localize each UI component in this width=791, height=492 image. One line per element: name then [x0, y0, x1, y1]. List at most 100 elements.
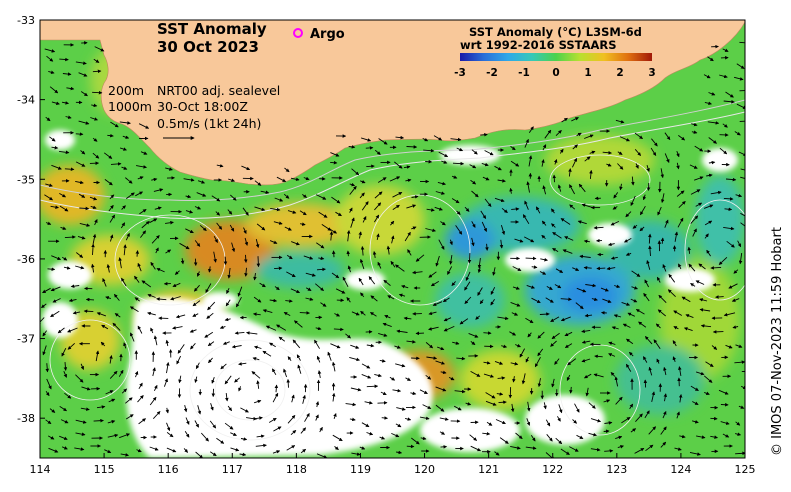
- current-vector-arrow-icon: [569, 386, 573, 394]
- current-vector-arrow-icon: [256, 434, 265, 439]
- current-vector-arrow-icon: [165, 220, 174, 225]
- current-vector-arrow-icon: [315, 326, 322, 331]
- current-vector-arrow-icon: [692, 401, 699, 405]
- current-vector-arrow-icon: [377, 401, 388, 405]
- current-vector-arrow-icon: [578, 183, 586, 193]
- current-vector-arrow-icon: [138, 418, 146, 425]
- current-vector-arrow-icon: [638, 321, 647, 328]
- current-vector-arrow-icon: [678, 263, 682, 270]
- current-vector-arrow-icon: [404, 231, 411, 242]
- current-vector-arrow-icon: [80, 363, 84, 370]
- current-vector-arrow-icon: [376, 233, 380, 241]
- current-vector-arrow-icon: [583, 373, 592, 379]
- current-vector-arrow-icon: [403, 316, 412, 321]
- current-vector-arrow-icon: [63, 371, 67, 378]
- current-vector-arrow-icon: [439, 417, 449, 421]
- current-vector-arrow-icon: [695, 280, 705, 285]
- current-vector-arrow-icon: [299, 311, 310, 315]
- current-vector-arrow-icon: [229, 224, 235, 232]
- colorbar-tick-label: 2: [616, 67, 623, 79]
- current-vector-arrow-icon: [723, 197, 734, 201]
- current-vector-arrow-icon: [42, 287, 51, 294]
- current-vector-arrow-icon: [412, 270, 423, 275]
- current-vector-arrow-icon: [360, 246, 365, 256]
- current-vector-arrow-icon: [224, 375, 232, 385]
- current-vectors: [40, 40, 745, 458]
- current-vector-arrow-icon: [583, 239, 590, 244]
- current-vector-arrow-icon: [90, 263, 95, 273]
- current-vector-arrow-icon: [240, 437, 248, 441]
- current-vector-arrow-icon: [544, 129, 552, 139]
- current-vector-arrow-icon: [205, 283, 212, 294]
- current-vector-arrow-icon: [228, 178, 235, 182]
- current-vector-arrow-icon: [209, 420, 217, 429]
- current-vector-arrow-icon: [690, 283, 696, 287]
- current-vector-arrow-icon: [265, 325, 277, 331]
- current-vector-arrow-icon: [621, 301, 631, 306]
- current-vector-arrow-icon: [80, 150, 86, 155]
- current-vector-arrow-icon: [734, 432, 742, 436]
- current-vector-arrow-icon: [254, 180, 262, 186]
- current-vector-arrow-icon: [316, 242, 325, 249]
- current-vector-arrow-icon: [608, 242, 615, 247]
- current-vector-arrow-icon: [561, 117, 568, 123]
- current-vector-arrow-icon: [349, 207, 353, 213]
- current-vector-arrow-icon: [465, 402, 472, 406]
- x-tick-label: 122: [542, 463, 563, 476]
- current-vector-arrow-icon: [220, 363, 227, 370]
- current-vector-arrow-icon: [541, 234, 546, 240]
- current-vector-arrow-icon: [92, 69, 102, 74]
- current-vector-arrow-icon: [406, 145, 418, 149]
- current-vector-arrow-icon: [719, 74, 728, 79]
- current-vector-arrow-icon: [708, 92, 716, 96]
- current-vector-arrow-icon: [555, 268, 564, 273]
- current-vector-arrow-icon: [174, 270, 180, 275]
- current-vector-arrow-icon: [349, 417, 356, 422]
- current-vector-arrow-icon: [656, 358, 660, 364]
- current-vector-arrow-icon: [251, 371, 261, 379]
- current-vector-arrow-icon: [593, 373, 604, 378]
- current-vector-arrow-icon: [153, 384, 158, 391]
- current-vector-arrow-icon: [406, 204, 417, 209]
- current-vector-arrow-icon: [360, 137, 372, 142]
- current-vector-arrow-icon: [316, 453, 328, 458]
- current-vector-arrow-icon: [551, 378, 555, 388]
- current-vector-arrow-icon: [676, 190, 685, 197]
- current-vector-arrow-icon: [299, 210, 307, 216]
- current-vector-arrow-icon: [327, 351, 332, 361]
- current-vector-arrow-icon: [589, 150, 596, 155]
- current-vector-arrow-icon: [449, 255, 453, 265]
- current-vector-arrow-icon: [524, 138, 529, 148]
- current-vector-arrow-icon: [732, 325, 739, 329]
- current-vector-arrow-icon: [442, 297, 450, 303]
- current-vector-arrow-icon: [315, 283, 324, 291]
- current-vector-arrow-icon: [274, 266, 283, 271]
- credit-text: © IMOS 07-Nov-2023 11:59 Hobart: [770, 227, 785, 456]
- current-vector-arrow-icon: [108, 204, 114, 212]
- current-vector-arrow-icon: [241, 165, 251, 171]
- current-vector-arrow-icon: [177, 344, 185, 354]
- current-vector-arrow-icon: [91, 243, 95, 256]
- current-vector-arrow-icon: [96, 405, 106, 409]
- current-vector-arrow-icon: [440, 370, 447, 375]
- current-vector-arrow-icon: [435, 404, 445, 412]
- current-vector-arrow-icon: [600, 287, 609, 292]
- current-vector-arrow-icon: [557, 184, 562, 192]
- current-vector-arrow-icon: [260, 190, 270, 195]
- current-vector-arrow-icon: [681, 296, 691, 303]
- current-vector-arrow-icon: [351, 311, 360, 316]
- current-vector-arrow-icon: [572, 267, 580, 271]
- current-vector-arrow-icon: [364, 400, 373, 405]
- current-vector-arrow-icon: [120, 453, 129, 457]
- current-vector-arrow-icon: [494, 165, 502, 171]
- current-vector-arrow-icon: [315, 414, 319, 421]
- current-vector-arrow-icon: [114, 293, 120, 301]
- current-vector-arrow-icon: [581, 329, 591, 334]
- current-vector-arrow-icon: [394, 161, 403, 169]
- current-vector-arrow-icon: [125, 177, 133, 184]
- current-vector-arrow-icon: [361, 201, 369, 211]
- current-vector-arrow-icon: [710, 435, 718, 439]
- current-vector-arrow-icon: [147, 311, 156, 316]
- current-vector-arrow-icon: [612, 206, 618, 210]
- current-vector-arrow-icon: [90, 117, 98, 121]
